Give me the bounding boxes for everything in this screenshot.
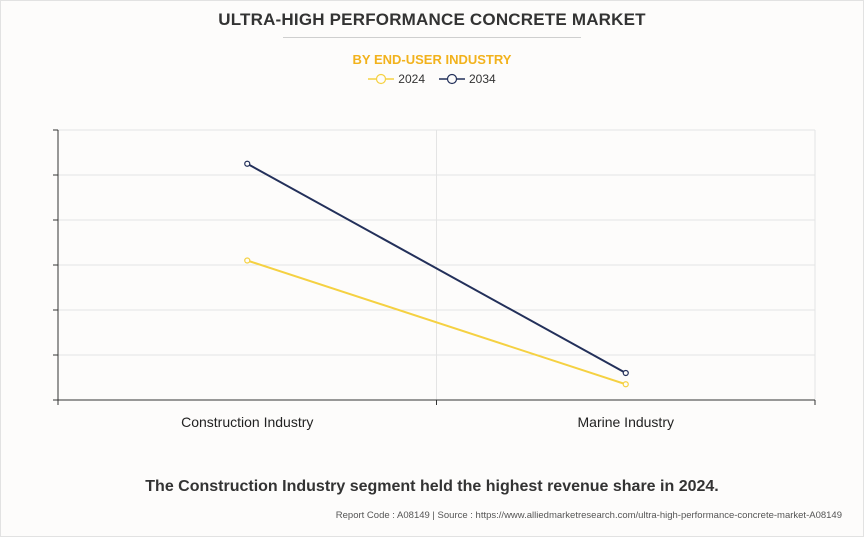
data-point-2034 [622, 369, 629, 377]
legend-label-2034: 2034 [469, 72, 496, 86]
x-tick-label: Marine Industry [578, 414, 674, 430]
legend-marker-2024 [368, 73, 395, 85]
x-tick-label: Construction Industry [181, 414, 313, 430]
chart-caption: The Construction Industry segment held t… [145, 478, 719, 495]
series-line-2034 [246, 162, 627, 374]
data-point-2024 [622, 381, 629, 388]
chart-subtitle: BY END-USER INDUSTRY [352, 52, 512, 67]
series-line-2024 [246, 259, 627, 386]
chart-title: ULTRA-HIGH PERFORMANCE CONCRETE MARKET [218, 10, 646, 29]
source-footer: Report Code : A08149 | Source : https://… [335, 510, 842, 521]
legend-label-2024: 2024 [398, 72, 425, 86]
chart-legend: 2024 2034 [0, 72, 864, 86]
legend-item-2024[interactable]: 2024 [368, 72, 425, 86]
title-divider [283, 37, 581, 38]
legend-marker-2034 [439, 73, 465, 85]
data-point-2034 [244, 160, 251, 167]
data-point-2024 [244, 257, 251, 264]
legend-item-2034[interactable]: 2034 [439, 72, 496, 86]
